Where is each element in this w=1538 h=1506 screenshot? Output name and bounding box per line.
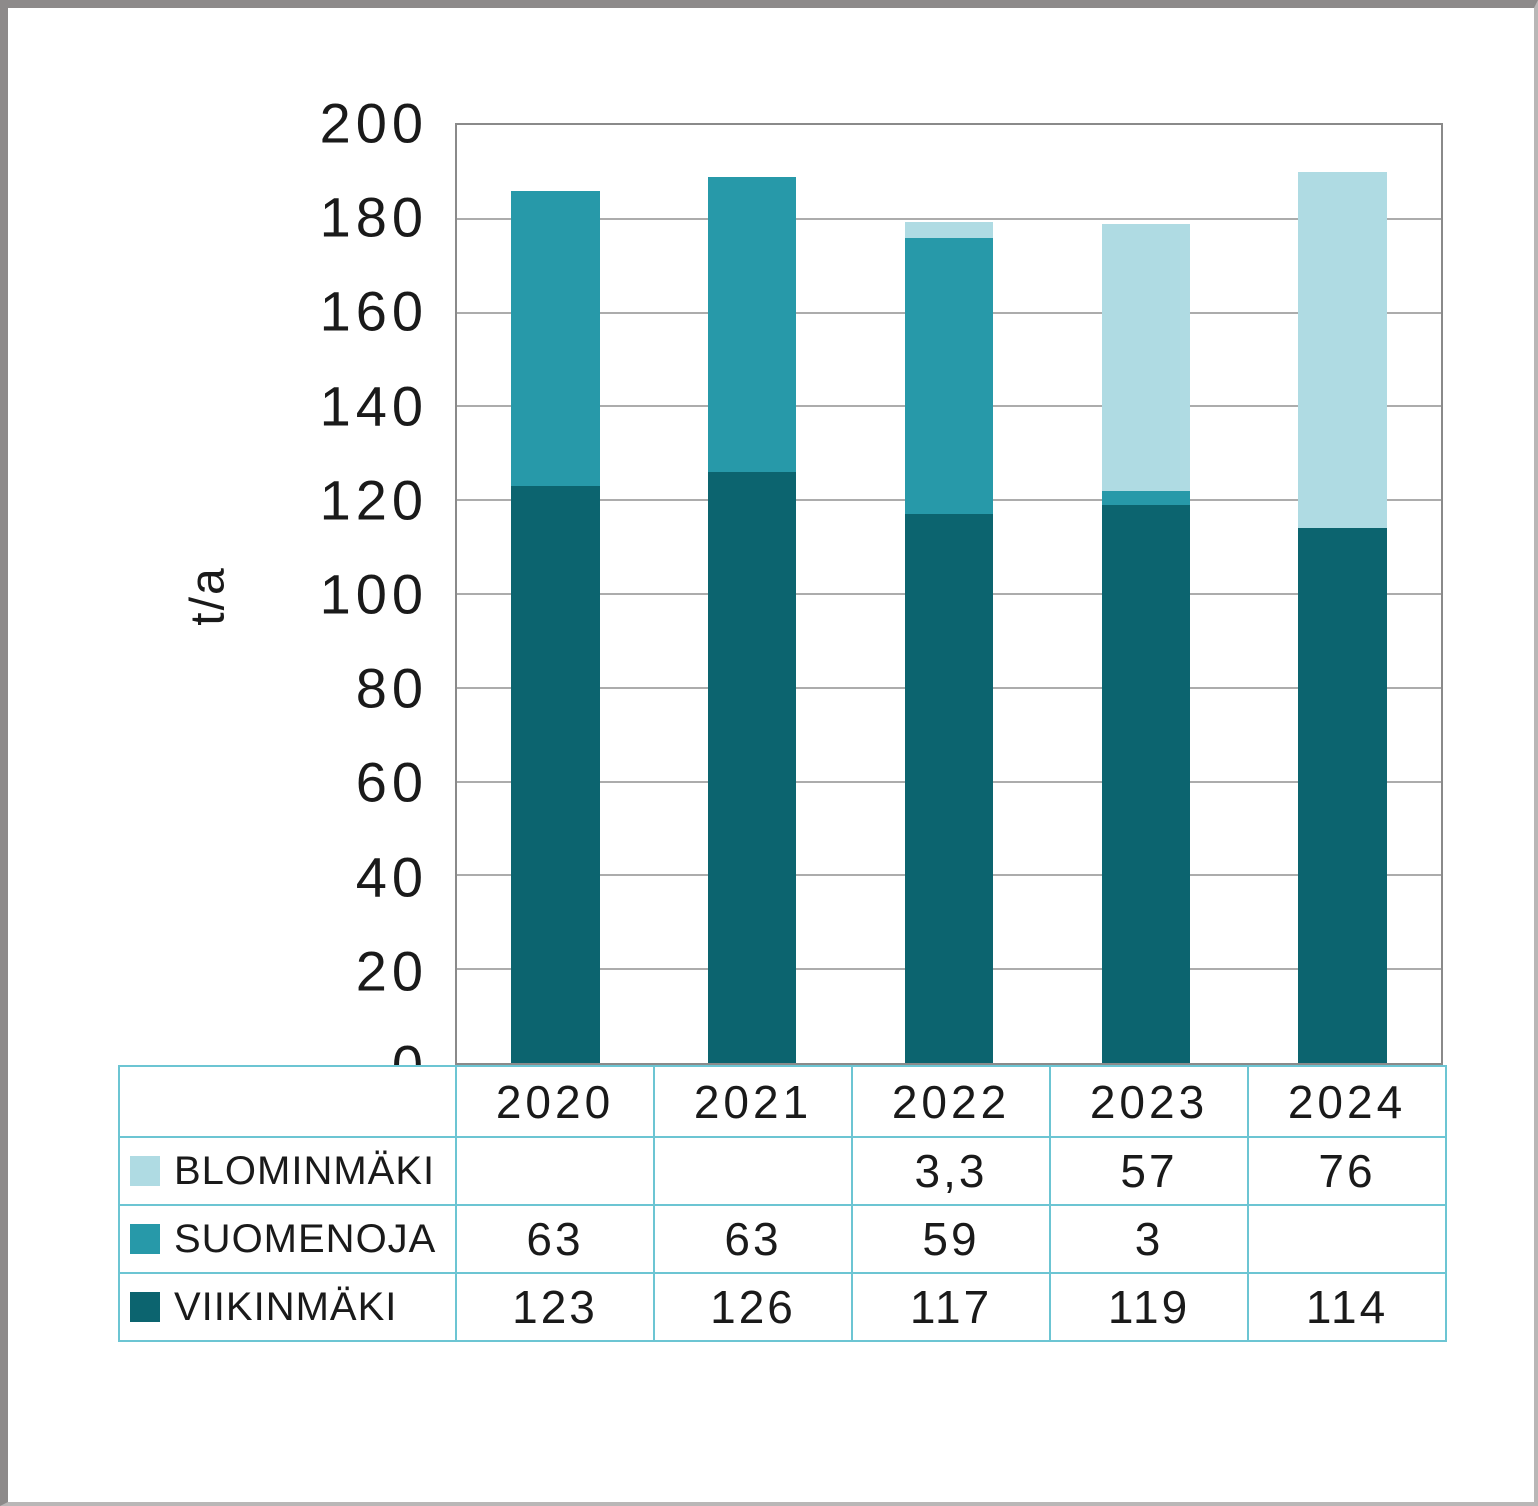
y-tick-label: 80 (355, 656, 428, 720)
value-cell-suomenoja-2023: 3 (1049, 1204, 1249, 1274)
bar-column-2023 (1047, 125, 1244, 1063)
year-header-cell: 2021 (653, 1065, 853, 1138)
y-tick-label: 20 (355, 939, 428, 1003)
y-tick-label: 40 (355, 845, 428, 909)
y-tick-label: 60 (355, 750, 428, 814)
plot-area (455, 123, 1443, 1065)
y-axis-tick-labels: 200 180 160 140 120 100 80 60 40 20 0 (8, 92, 438, 1097)
series-row-suomenoja: SUOMENOJA 63 63 59 3 (118, 1204, 1447, 1274)
bar-column-2024 (1244, 125, 1441, 1063)
bar-segment-viikinmaki-2020 (511, 486, 600, 1063)
series-name-label: SUOMENOJA (174, 1216, 437, 1261)
gridline (457, 217, 1441, 220)
series-row-viikinmaki: VIIKINMÄKI 123 126 117 119 114 (118, 1272, 1447, 1342)
value-cell-blominmaki-2020 (455, 1136, 655, 1206)
bar-column-2022 (851, 125, 1048, 1063)
series-name-label: VIIKINMÄKI (174, 1284, 398, 1329)
year-header-cell: 2022 (851, 1065, 1051, 1138)
value-cell-viikinmaki-2023: 119 (1049, 1272, 1249, 1342)
bar-segment-blominmaki-2024 (1298, 171, 1387, 529)
legend-swatch-blominmaki (130, 1155, 160, 1186)
bar-segment-suomenoja-2023 (1101, 490, 1191, 505)
bar-segment-viikinmaki-2021 (707, 472, 797, 1063)
y-tick-label: 120 (319, 468, 428, 532)
bar-segment-viikinmaki-2022 (904, 514, 994, 1063)
value-cell-viikinmaki-2022: 117 (851, 1272, 1051, 1342)
bar-segment-suomenoja-2022 (904, 237, 994, 515)
y-tick-label: 160 (319, 279, 428, 343)
value-cell-viikinmaki-2020: 123 (455, 1272, 655, 1342)
year-header-cell: 2023 (1049, 1065, 1249, 1138)
year-header-cell: 2020 (455, 1065, 655, 1138)
y-tick-label: 180 (319, 185, 428, 249)
bar-segment-blominmaki-2022 (904, 222, 994, 238)
value-cell-viikinmaki-2024: 114 (1247, 1272, 1447, 1342)
y-tick-label: 100 (319, 562, 428, 626)
value-cell-suomenoja-2021: 63 (653, 1204, 853, 1274)
bar-segment-suomenoja-2020 (511, 190, 600, 487)
bar-segment-viikinmaki-2024 (1298, 528, 1387, 1063)
bar-segment-suomenoja-2021 (707, 176, 797, 473)
series-name-label: BLOMINMÄKI (174, 1148, 436, 1193)
year-header-row: 2020 2021 2022 2023 2024 (118, 1065, 1447, 1138)
series-label-cell-blominmaki: BLOMINMÄKI (118, 1136, 457, 1206)
value-cell-suomenoja-2022: 59 (851, 1204, 1051, 1274)
value-cell-suomenoja-2020: 63 (455, 1204, 655, 1274)
table-corner-empty (118, 1065, 457, 1138)
series-label-cell-viikinmaki: VIIKINMÄKI (118, 1272, 457, 1342)
series-row-blominmaki: BLOMINMÄKI 3,3 57 76 (118, 1136, 1447, 1206)
value-cell-blominmaki-2023: 57 (1049, 1136, 1249, 1206)
bar-segment-blominmaki-2023 (1101, 223, 1191, 491)
series-label-cell-suomenoja: SUOMENOJA (118, 1204, 457, 1274)
bar-column-2021 (654, 125, 851, 1063)
data-table: 2020 2021 2022 2023 2024 BLOMINMÄKI 3,3 57 76 SUO… (118, 1065, 1447, 1342)
value-cell-suomenoja-2024 (1247, 1204, 1447, 1274)
y-tick-label: 200 (319, 91, 428, 155)
value-cell-blominmaki-2021 (653, 1136, 853, 1206)
legend-swatch-suomenoja (130, 1223, 160, 1254)
value-cell-viikinmaki-2021: 126 (653, 1272, 853, 1342)
year-header-cell: 2024 (1247, 1065, 1447, 1138)
bar-segment-viikinmaki-2023 (1101, 504, 1191, 1063)
value-cell-blominmaki-2022: 3,3 (851, 1136, 1051, 1206)
y-tick-label: 140 (319, 374, 428, 438)
legend-swatch-viikinmaki (130, 1291, 160, 1322)
value-cell-blominmaki-2024: 76 (1247, 1136, 1447, 1206)
bar-column-2020 (457, 125, 654, 1063)
